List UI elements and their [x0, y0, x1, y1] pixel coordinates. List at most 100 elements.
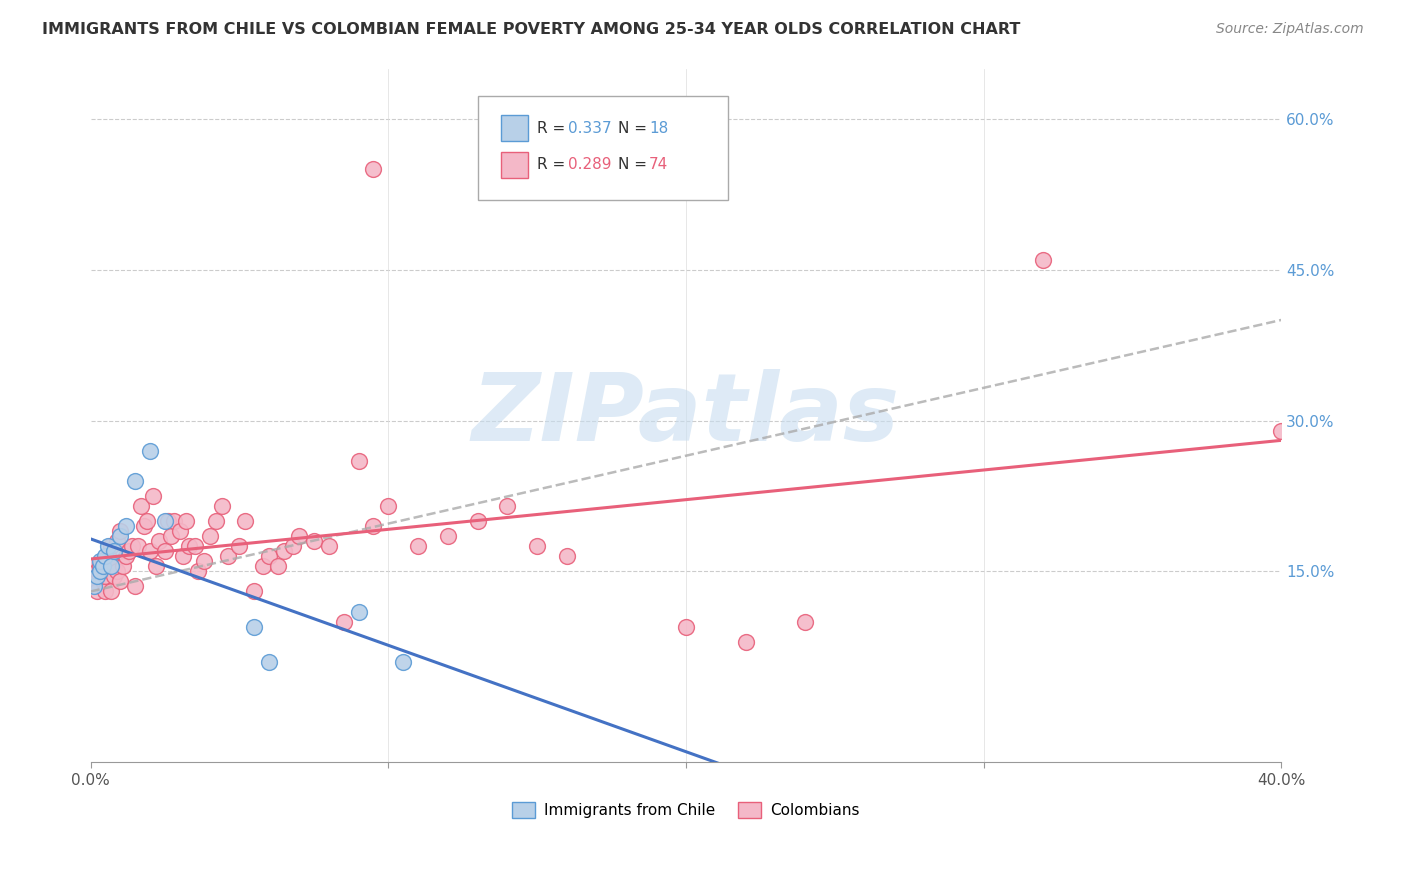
Point [174, 514, 197, 528]
Text: 18: 18 [650, 120, 668, 136]
Point [103, 559, 125, 574]
Point [86, 565, 108, 579]
Point [121, 539, 143, 553]
Point [177, 539, 200, 553]
Point [302, 534, 325, 549]
Point [406, 539, 429, 553]
Point [124, 474, 146, 488]
Point [83, 579, 105, 593]
Point [100, 559, 122, 574]
Point [347, 605, 370, 619]
Point [347, 454, 370, 468]
Point [86, 569, 108, 583]
Point [392, 655, 415, 669]
Point [136, 514, 159, 528]
Point [1270, 424, 1292, 438]
Point [107, 534, 129, 549]
Point [103, 544, 125, 558]
Point [134, 519, 156, 533]
Point [94, 549, 117, 564]
Text: IMMIGRANTS FROM CHILE VS COLOMBIAN FEMALE POVERTY AMONG 25-34 YEAR OLDS CORRELAT: IMMIGRANTS FROM CHILE VS COLOMBIAN FEMAL… [42, 22, 1021, 37]
Point [107, 565, 129, 579]
Point [83, 574, 105, 589]
Point [91, 574, 114, 589]
Point [163, 514, 186, 528]
Point [100, 584, 122, 599]
Point [124, 579, 146, 593]
Point [127, 539, 149, 553]
Point [288, 529, 311, 543]
Point [193, 554, 215, 568]
Point [86, 584, 108, 599]
Point [675, 620, 697, 634]
Point [555, 549, 578, 564]
Point [110, 529, 132, 543]
Text: 74: 74 [650, 158, 668, 172]
Point [89, 565, 111, 579]
Point [94, 569, 117, 583]
Text: N =: N = [619, 120, 647, 136]
Point [94, 584, 117, 599]
Point [153, 544, 176, 558]
Point [169, 524, 191, 538]
Text: 0.337: 0.337 [568, 120, 612, 136]
Point [734, 634, 756, 648]
Point [172, 549, 194, 564]
Point [153, 514, 176, 528]
FancyBboxPatch shape [478, 96, 728, 201]
Text: ZIPatlas: ZIPatlas [472, 369, 900, 461]
Point [118, 544, 141, 558]
Point [377, 499, 399, 513]
Point [318, 539, 340, 553]
Point [110, 524, 132, 538]
Point [129, 499, 152, 513]
Point [281, 539, 304, 553]
Point [204, 514, 226, 528]
Point [496, 499, 519, 513]
Point [217, 549, 239, 564]
Point [1032, 252, 1054, 267]
Point [97, 549, 120, 564]
Point [437, 529, 460, 543]
Point [89, 554, 111, 568]
Point [252, 559, 274, 574]
Point [115, 549, 138, 564]
Point [112, 559, 135, 574]
Point [257, 655, 280, 669]
Point [139, 443, 162, 458]
Point [211, 499, 233, 513]
Legend: Immigrants from Chile, Colombians: Immigrants from Chile, Colombians [506, 796, 866, 824]
Point [83, 559, 105, 574]
Point [467, 514, 489, 528]
Point [187, 565, 209, 579]
Point [332, 615, 354, 629]
Point [97, 559, 120, 574]
Point [267, 559, 290, 574]
Point [526, 539, 548, 553]
Point [91, 554, 114, 568]
Point [794, 615, 817, 629]
Point [97, 539, 120, 553]
Point [257, 549, 280, 564]
Point [198, 529, 221, 543]
Point [156, 514, 179, 528]
Bar [502, 152, 527, 178]
Text: N =: N = [619, 158, 647, 172]
Point [139, 544, 162, 558]
Point [100, 539, 122, 553]
Point [228, 539, 250, 553]
Point [273, 544, 295, 558]
Point [103, 569, 125, 583]
Point [145, 559, 167, 574]
Point [91, 559, 114, 574]
Point [115, 519, 138, 533]
Point [243, 584, 266, 599]
Point [148, 534, 170, 549]
Point [110, 574, 132, 589]
Point [235, 514, 257, 528]
Point [184, 539, 207, 553]
Text: 0.289: 0.289 [568, 158, 612, 172]
Text: R =: R = [537, 120, 571, 136]
Point [243, 620, 266, 634]
Text: R =: R = [537, 158, 571, 172]
